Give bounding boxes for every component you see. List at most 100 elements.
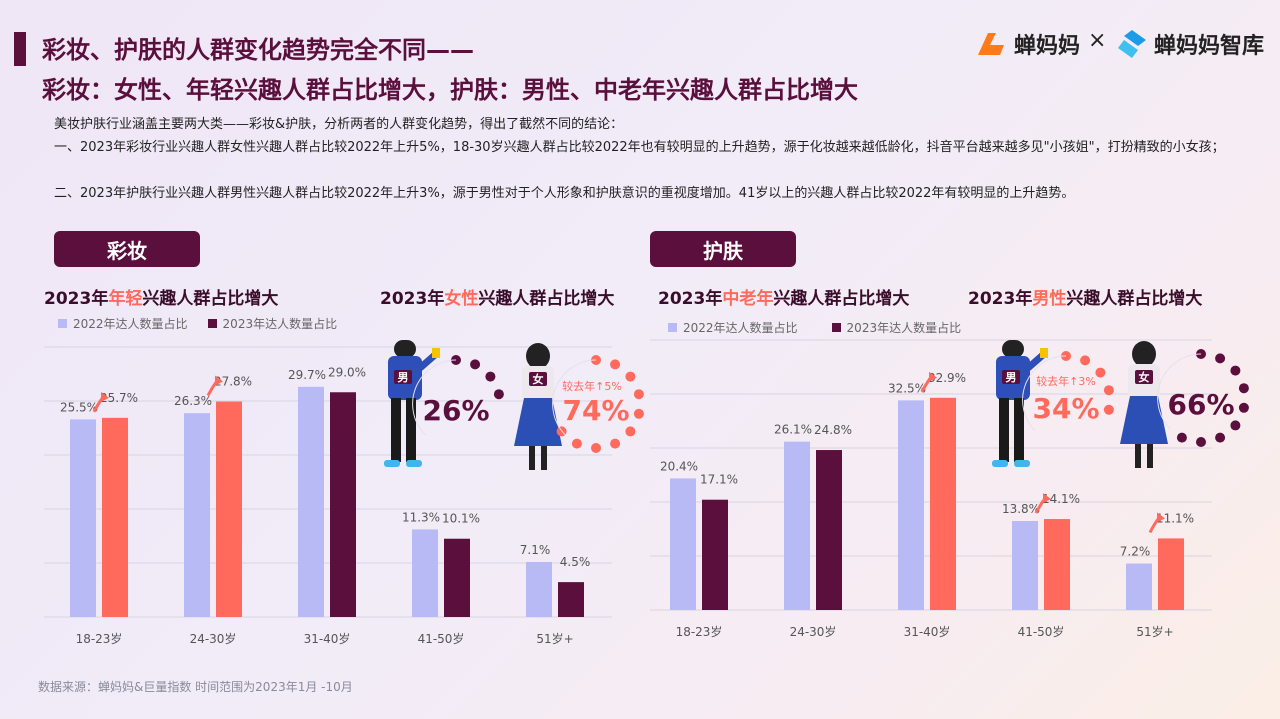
ring-dot bbox=[1238, 383, 1249, 394]
intro-line-1: 美妆护肤行业涵盖主要两大类——彩妆&护肤，分析两者的人群变化趋势，得出了截然不同… bbox=[54, 117, 624, 132]
male-leg-right bbox=[406, 398, 416, 462]
ring-dot bbox=[1080, 355, 1091, 366]
x-tick-label: 24-30岁 bbox=[190, 631, 237, 646]
male-badge bbox=[394, 370, 412, 384]
ring-track bbox=[1157, 353, 1202, 430]
makeup-male-dots-ring bbox=[412, 355, 504, 436]
data-source-note: 数据来源：蝉妈妈&巨量指数 时间范围为2023年1月 -10月 bbox=[38, 680, 353, 694]
logo-chanmama: 蝉妈妈 bbox=[974, 28, 1080, 60]
trend-up-arrowhead-icon bbox=[1157, 512, 1165, 523]
data-label-2022: 7.2% bbox=[1120, 545, 1151, 559]
logo-zhiku-text: 蝉妈妈智库 bbox=[1154, 34, 1265, 59]
skincare-age-title: 2023年中老年兴趣人群占比增大 bbox=[658, 289, 910, 309]
data-label-2022: 32.5% bbox=[888, 381, 926, 395]
page-subtitle: 彩妆：女性、年轻兴趣人群占比增大，护肤：男性、中老年兴趣人群占比增大 bbox=[42, 76, 858, 104]
title-accent-bar bbox=[14, 32, 26, 66]
bar-2023 bbox=[1044, 519, 1070, 610]
data-label-2023: 27.8% bbox=[214, 375, 252, 389]
bar-2022 bbox=[298, 386, 324, 617]
trend-up-arrowhead-icon bbox=[929, 371, 937, 382]
bar-2023 bbox=[330, 392, 356, 617]
bar-2022 bbox=[898, 400, 924, 610]
makeup-female-dots-ring bbox=[552, 355, 644, 453]
x-tick-label: 31-40岁 bbox=[904, 624, 951, 639]
ring-dot bbox=[1095, 367, 1106, 378]
skincare-male-pct: 34% bbox=[1032, 392, 1099, 425]
skincare-female-tag: 女 bbox=[1139, 370, 1150, 384]
skincare-male-figure: 男 bbox=[992, 340, 1048, 467]
x-tick-label: 18-23岁 bbox=[676, 624, 723, 639]
legend-swatch-2022 bbox=[668, 323, 677, 332]
male-hair bbox=[1002, 340, 1024, 358]
intro-line-2: 一、2023年彩妆行业兴趣人群女性兴趣人群占比较2022年上升5%，18-30岁… bbox=[54, 140, 1225, 155]
ring-dot bbox=[1176, 432, 1187, 443]
female-badge bbox=[1135, 370, 1153, 384]
logo-chanmama-text: 蝉妈妈 bbox=[1014, 34, 1081, 59]
section-label-skincare: 护肤 bbox=[650, 231, 796, 267]
ring-dot bbox=[610, 438, 621, 449]
ring-dot bbox=[1215, 353, 1226, 364]
skincare-male-tag: 男 bbox=[1006, 371, 1017, 384]
female-skirt bbox=[1120, 396, 1168, 444]
bar-2022 bbox=[1012, 520, 1038, 610]
intro-line-3: 二、2023年护肤行业兴趣人群男性兴趣人群占比较2022年上升3%，源于男性对于… bbox=[54, 186, 1075, 201]
data-label-2023: 14.1% bbox=[1042, 492, 1080, 506]
bar-2022 bbox=[1126, 563, 1152, 610]
data-label-2022: 26.1% bbox=[774, 423, 812, 437]
bar-2023 bbox=[216, 401, 242, 617]
data-label-2022: 7.1% bbox=[520, 543, 551, 557]
makeup-age-title: 2023年年轻兴趣人群占比增大 bbox=[44, 289, 279, 309]
data-label-2022: 26.3% bbox=[174, 394, 212, 408]
ring-dot bbox=[470, 359, 481, 370]
section-label-makeup: 彩妆 bbox=[54, 231, 200, 267]
makeup-gender-title: 2023年女性兴趣人群占比增大 bbox=[380, 289, 615, 309]
page-title: 彩妆、护肤的人群变化趋势完全不同—— bbox=[42, 36, 474, 64]
bar-2023 bbox=[102, 417, 128, 617]
female-hair bbox=[1132, 341, 1156, 367]
makeup-male-figure: 男 bbox=[384, 340, 440, 467]
x-tick-label: 51岁+ bbox=[1136, 624, 1173, 639]
bar-2023 bbox=[1158, 538, 1184, 610]
data-label-2022: 11.3% bbox=[402, 510, 440, 524]
skincare-female-figure: 女 bbox=[1120, 341, 1168, 468]
x-tick-label: 41-50岁 bbox=[418, 631, 465, 646]
ring-dot bbox=[1230, 420, 1241, 431]
male-cup-icon bbox=[1040, 348, 1048, 358]
bar-2022 bbox=[526, 561, 552, 617]
bar-2022 bbox=[670, 478, 696, 610]
ring-dot bbox=[633, 408, 644, 419]
data-label-2022: 29.7% bbox=[288, 368, 326, 382]
x-tick-label: 51岁+ bbox=[536, 631, 573, 646]
bar-2022 bbox=[70, 419, 96, 617]
makeup-male-tag: 男 bbox=[398, 371, 409, 384]
ring-dot bbox=[493, 389, 504, 400]
ring-dot bbox=[1103, 385, 1114, 396]
ring-dot bbox=[485, 371, 496, 382]
bar-2022 bbox=[784, 441, 810, 610]
ring-dot bbox=[1196, 437, 1206, 447]
makeup-female-tag: 女 bbox=[533, 372, 544, 386]
bar-2023 bbox=[702, 499, 728, 610]
makeup-change-note: 较去年↑5% bbox=[562, 379, 622, 393]
legend-swatch-2022 bbox=[58, 319, 67, 328]
ring-dot bbox=[633, 389, 644, 400]
female-hair bbox=[526, 343, 550, 369]
makeup-age-bar-chart: 25.5%25.7% 18-23岁 26.3%27.8% 24-30岁 29.7% 29.… bbox=[44, 346, 612, 646]
male-cup-icon bbox=[432, 348, 440, 358]
ring-track bbox=[552, 359, 597, 436]
bar-2023 bbox=[930, 397, 956, 610]
x-tick-label: 41-50岁 bbox=[1018, 624, 1065, 639]
ring-dot bbox=[610, 359, 621, 370]
ring-dot bbox=[625, 371, 636, 382]
bar-2023 bbox=[444, 538, 470, 617]
logo-chanmama-zhiku: 蝉妈妈智库 bbox=[1116, 28, 1264, 60]
x-tick-label: 18-23岁 bbox=[76, 631, 123, 646]
ring-dot bbox=[1215, 432, 1226, 443]
ring-track bbox=[1022, 355, 1067, 432]
chanmama-logo-icon bbox=[978, 33, 1004, 55]
makeup-male-pct: 26% bbox=[422, 394, 489, 427]
ring-dot bbox=[591, 443, 601, 453]
trend-up-arrowhead-icon bbox=[1043, 493, 1051, 504]
skincare-legend: 2022年达人数量占比 2023年达人数量占比 bbox=[668, 319, 961, 336]
